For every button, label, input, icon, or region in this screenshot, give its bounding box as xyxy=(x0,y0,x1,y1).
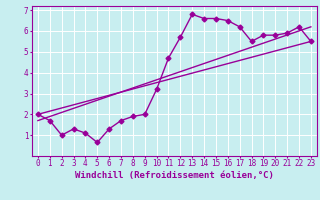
X-axis label: Windchill (Refroidissement éolien,°C): Windchill (Refroidissement éolien,°C) xyxy=(75,171,274,180)
